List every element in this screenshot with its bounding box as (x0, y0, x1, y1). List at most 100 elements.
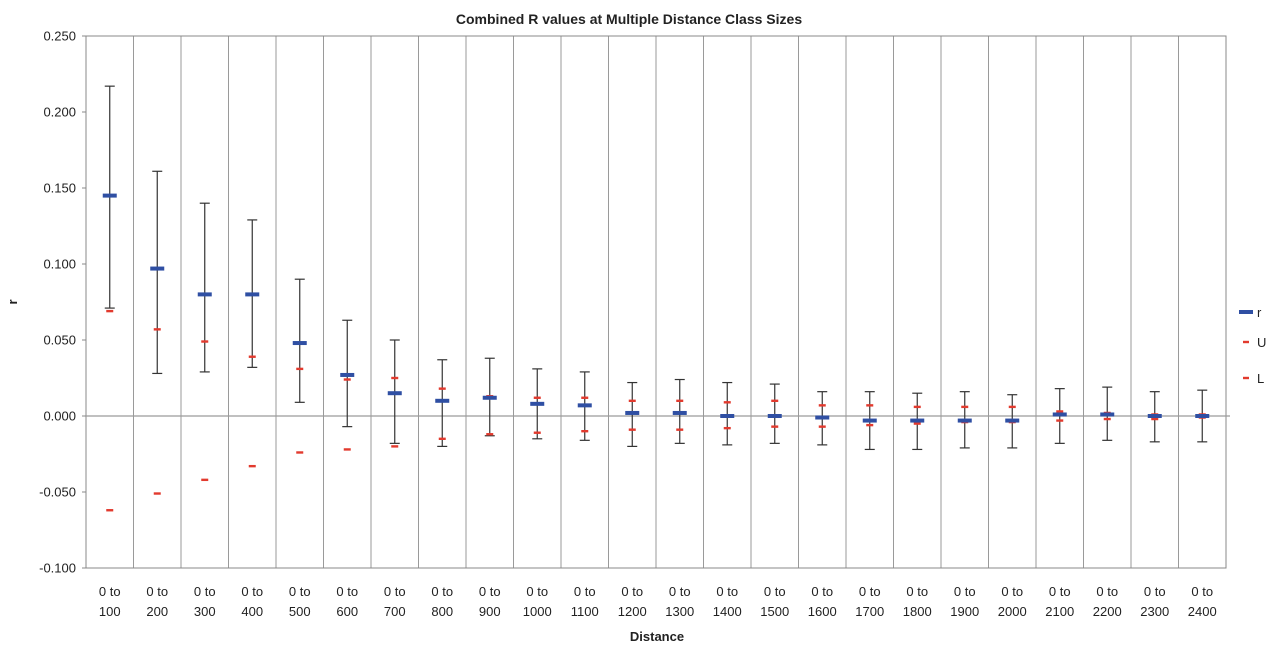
r-point (815, 415, 830, 420)
U-point (676, 399, 684, 402)
r-point (482, 395, 497, 400)
U-point (913, 405, 921, 409)
r-point (862, 418, 877, 423)
x-tick-label: 2100 (1045, 604, 1074, 619)
L-point (676, 428, 684, 431)
x-tick-label: 0 to (574, 584, 596, 599)
U-point (866, 404, 874, 407)
r-point (102, 193, 117, 198)
x-tick-label: 300 (194, 604, 216, 619)
L-point (248, 464, 256, 468)
r-point (625, 410, 640, 415)
x-tick-label: 2000 (998, 604, 1027, 619)
x-tick-label: 0 to (289, 584, 311, 599)
x-tick-label: 0 to (431, 584, 453, 599)
U-point (153, 328, 161, 331)
r-point (292, 341, 307, 346)
r-point (1100, 412, 1115, 417)
r-point (1005, 418, 1020, 423)
x-tick-label: 400 (241, 604, 263, 619)
x-tick-label: 1300 (665, 604, 694, 619)
y-axis-title: r (5, 299, 20, 304)
U-point (818, 404, 826, 407)
x-tick-label: 0 to (479, 584, 501, 599)
y-tick-label: -0.050 (39, 485, 76, 500)
U-point (1056, 410, 1064, 413)
r-point (1052, 412, 1067, 417)
r-point (1147, 414, 1162, 418)
x-tick-label: 0 to (1144, 584, 1166, 599)
x-tick-label: 0 to (954, 584, 976, 599)
x-axis-title: Distance (630, 629, 684, 644)
y-tick-label: 0.100 (43, 257, 76, 272)
U-point (248, 355, 256, 358)
r-point (1195, 414, 1210, 418)
r-point (435, 398, 450, 403)
U-point (343, 378, 351, 381)
x-tick-label: 800 (431, 604, 453, 619)
U-point (533, 396, 541, 399)
tick-labels: -0.100 -0.050 0.000 0.050 0.100 0.150 0.200 0.2… (39, 29, 1217, 620)
x-tick-label: 1400 (713, 604, 742, 619)
r-point (387, 391, 402, 396)
U-point (628, 399, 636, 402)
U-point (106, 309, 114, 313)
r-point (530, 401, 545, 406)
x-tick-label: 0 to (859, 584, 881, 599)
L-point (1056, 419, 1064, 422)
L-point (1151, 417, 1159, 421)
x-tick-label: 1000 (523, 604, 552, 619)
L-point (106, 509, 114, 512)
x-tick-label: 0 to (716, 584, 738, 599)
legend-swatch-L (1243, 376, 1249, 380)
L-point (866, 423, 874, 427)
x-tick-label: 0 to (1191, 584, 1213, 599)
plot-border (85, 35, 1227, 569)
L-point (913, 422, 921, 425)
U-point (581, 396, 589, 399)
y-tick-label: 0.000 (43, 409, 76, 424)
r-point (910, 418, 925, 423)
L-point (723, 426, 731, 430)
x-tick-label: 1600 (808, 604, 837, 619)
x-tick-label: 0 to (621, 584, 643, 599)
L-point (391, 445, 399, 448)
r-point (197, 292, 212, 297)
U-point (391, 376, 399, 380)
y-tick-label: 0.150 (43, 181, 76, 196)
x-tick-label: 0 to (194, 584, 216, 599)
x-tick-label: 1100 (571, 604, 599, 619)
L-point (201, 478, 209, 482)
U-point (201, 340, 209, 343)
L-point (343, 448, 351, 451)
L-point (486, 433, 494, 436)
legend-swatch-r (1239, 310, 1253, 314)
x-tick-label: 0 to (764, 584, 786, 599)
r-point (340, 372, 355, 377)
x-tick-label: 0 to (1001, 584, 1023, 599)
L-point (818, 425, 826, 428)
chart-title: Combined R values at Multiple Distance C… (456, 11, 802, 27)
L-point (153, 492, 161, 495)
y-tick-label: 0.200 (43, 105, 76, 120)
legend-label-r: r (1257, 305, 1262, 320)
U-point (1008, 405, 1016, 409)
x-tick-label: 2400 (1188, 604, 1217, 619)
x-tick-label: 0 to (1096, 584, 1118, 599)
L-point (1103, 417, 1111, 421)
L-point (296, 451, 304, 454)
legend-label-U: U (1257, 335, 1266, 350)
x-tick-label: 2300 (1140, 604, 1169, 619)
legend-label-L: L (1257, 371, 1264, 386)
x-tick-label: 1800 (903, 604, 932, 619)
r-point (767, 414, 782, 418)
x-tick-label: 100 (99, 604, 121, 619)
y-tick-label: -0.100 (39, 561, 76, 576)
r-point (245, 292, 260, 297)
x-tick-label: 0 to (1049, 584, 1071, 599)
x-tick-label: 2200 (1093, 604, 1122, 619)
L-point (771, 425, 779, 428)
U-point (961, 405, 969, 409)
U-point (438, 387, 446, 390)
